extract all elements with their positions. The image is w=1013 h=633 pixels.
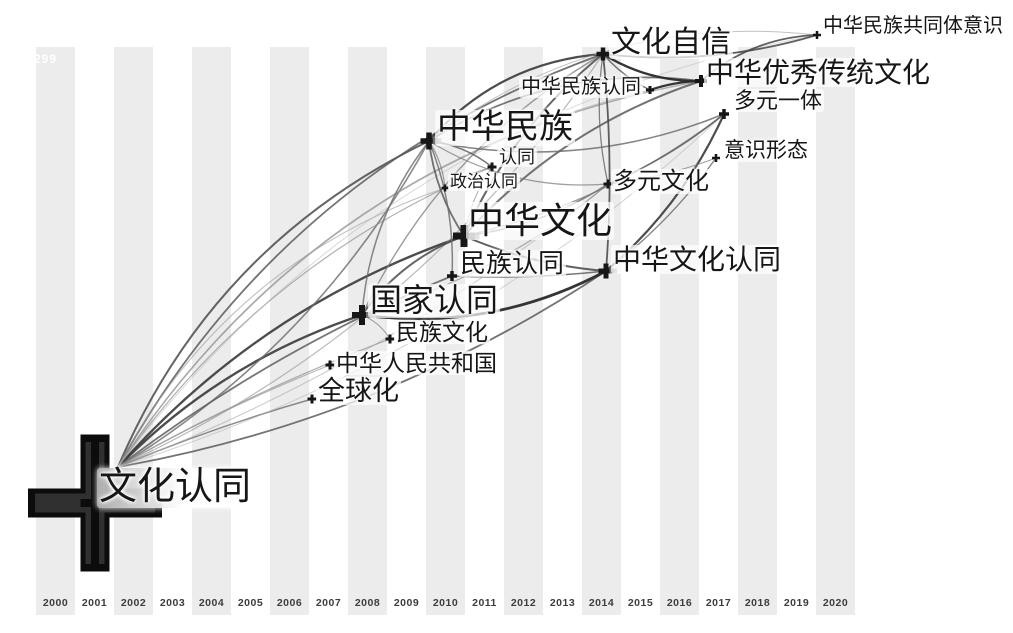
- cross-v[interactable]: [722, 109, 726, 119]
- edge-guojiarentong-zhonghuaminzu: [361, 140, 430, 316]
- cross-v[interactable]: [600, 47, 606, 61]
- node-cross-zhonghuarenmingongheguo[interactable]: [325, 360, 335, 370]
- cross-v[interactable]: [490, 162, 494, 172]
- node-label-zhonghuaminzurentong[interactable]: 中华民族认同: [519, 76, 643, 98]
- cross-v[interactable]: [426, 132, 432, 150]
- year-label: 2006: [276, 597, 303, 609]
- node-cross-gongtongtiyishi[interactable]: [813, 31, 821, 39]
- big-plus-core[interactable]: [91, 434, 99, 572]
- year-label: 2014: [588, 597, 615, 609]
- edge-wenhuarentong-rentong: [117, 166, 493, 468]
- year-stripe: [114, 47, 153, 615]
- cross-v[interactable]: [603, 263, 609, 279]
- edge-wenhuarentong-guojiarentong: [116, 313, 364, 469]
- node-label-zhengzhirentong[interactable]: 政治认同: [448, 172, 520, 191]
- edge-wenhuarentong-gongtongtiyishi: [117, 34, 818, 468]
- year-label: 2007: [315, 597, 342, 609]
- year-label: 2012: [510, 597, 537, 609]
- year-label: 2008: [354, 597, 381, 609]
- year-label: 2004: [198, 597, 225, 609]
- edge-zhonghuawenhua-zhonghuaminzu: [428, 140, 465, 237]
- edge-wenhuazixin-duoyuanwenhua: [598, 53, 609, 185]
- year-label: 2009: [393, 597, 420, 609]
- year-label: 2016: [666, 597, 693, 609]
- cross-v[interactable]: [606, 179, 610, 189]
- node-cross-zhonghuaminzurentong[interactable]: [646, 86, 654, 94]
- edge-wenhuarentong-zhonghuarenmingongheguo: [117, 364, 331, 468]
- node-label-minzuwenhua[interactable]: 民族文化: [394, 319, 490, 345]
- node-label-rentong[interactable]: 认同: [497, 147, 537, 167]
- edge-zhonghuaminzurentong-wenhuazixin: [602, 53, 651, 91]
- node-cross-duoyuanyiti[interactable]: [719, 109, 729, 119]
- cross-v[interactable]: [328, 360, 332, 370]
- edge-zhonghuaminzu-duoyuanyiti: [428, 113, 725, 153]
- cross-v[interactable]: [359, 305, 365, 325]
- cross-v[interactable]: [443, 184, 447, 192]
- edge-wenhuarentong-zhonghuaminzu: [117, 140, 430, 468]
- node-label-guojiarentong[interactable]: 国家认同: [368, 282, 501, 318]
- node-label-gongtongtiyishi[interactable]: 中华民族共同体意识: [821, 15, 1005, 37]
- cross-v[interactable]: [450, 271, 454, 281]
- year-label: 2015: [627, 597, 654, 609]
- node-cross-wenhuazixin[interactable]: [596, 47, 610, 61]
- year-label: 2001: [81, 597, 108, 609]
- cross-v[interactable]: [699, 75, 703, 87]
- year-label: 2002: [120, 597, 147, 609]
- node-label-youxiuchuantong[interactable]: 中华优秀传统文化: [704, 57, 933, 88]
- cross-v[interactable]: [815, 31, 819, 39]
- year-label: 2013: [549, 597, 576, 609]
- edge-wenhuarentong-zhonghuawenhua: [116, 234, 466, 469]
- year-stripe: [816, 47, 855, 615]
- node-cross-youxiuchuantong[interactable]: [695, 75, 707, 87]
- watermark-count: 299: [34, 52, 58, 66]
- year-label: 2018: [744, 597, 771, 609]
- node-cross-quanqiuhua[interactable]: [307, 394, 317, 404]
- cross-v[interactable]: [310, 394, 314, 404]
- node-label-duoyuanyiti[interactable]: 多元一体: [732, 88, 825, 113]
- node-label-zhonghuawenhua[interactable]: 中华文化: [466, 200, 615, 241]
- node-label-yishixingtai[interactable]: 意识形态: [722, 139, 810, 163]
- year-stripe: [36, 47, 75, 615]
- year-stripe: [660, 47, 699, 615]
- year-label: 2019: [783, 597, 810, 609]
- cross-v[interactable]: [714, 154, 718, 162]
- node-label-zhonghuarenmingongheguo[interactable]: 中华人民共和国: [334, 350, 499, 376]
- node-label-zhonghuawenhuarentong[interactable]: 中华文化认同: [611, 244, 784, 275]
- year-label: 2003: [159, 597, 186, 609]
- node-cross-minzuwenhua[interactable]: [385, 334, 395, 344]
- edge-wenhuarentong-zhonghuaminzu: [117, 140, 430, 468]
- node-cross-duoyuanwenhua[interactable]: [603, 179, 613, 189]
- node-label-quanqiuhua[interactable]: 全球化: [316, 376, 401, 406]
- node-cross-rentong[interactable]: [487, 162, 497, 172]
- node-label-duoyuanwenhua[interactable]: 多元文化: [611, 168, 711, 195]
- edge-wenhuarentong-wenhuazixin: [117, 53, 604, 468]
- cross-v[interactable]: [648, 86, 652, 94]
- year-label: 2005: [237, 597, 264, 609]
- node-cross-minzurentong[interactable]: [447, 271, 457, 281]
- year-label: 2000: [42, 597, 69, 609]
- node-cross-yishixingtai[interactable]: [712, 154, 720, 162]
- year-label: 2011: [472, 597, 497, 609]
- year-label: 2017: [705, 597, 732, 609]
- cross-v[interactable]: [388, 334, 392, 344]
- node-label-minzurentong[interactable]: 民族认同: [458, 248, 567, 278]
- node-label-wenhuazixin[interactable]: 文化自信: [609, 26, 733, 59]
- year-stripe: [348, 47, 387, 615]
- year-label: 2010: [432, 597, 459, 609]
- node-label-zhonghuaminzu[interactable]: 中华民族: [435, 108, 575, 146]
- node-label-wenhuarentong[interactable]: 文化认同: [97, 466, 254, 508]
- year-label: 2020: [822, 597, 849, 609]
- edge-zhonghuaminzu-minzurentong: [428, 140, 454, 277]
- node-cross-zhengzhirentong[interactable]: [441, 184, 449, 192]
- cross-v[interactable]: [460, 225, 468, 247]
